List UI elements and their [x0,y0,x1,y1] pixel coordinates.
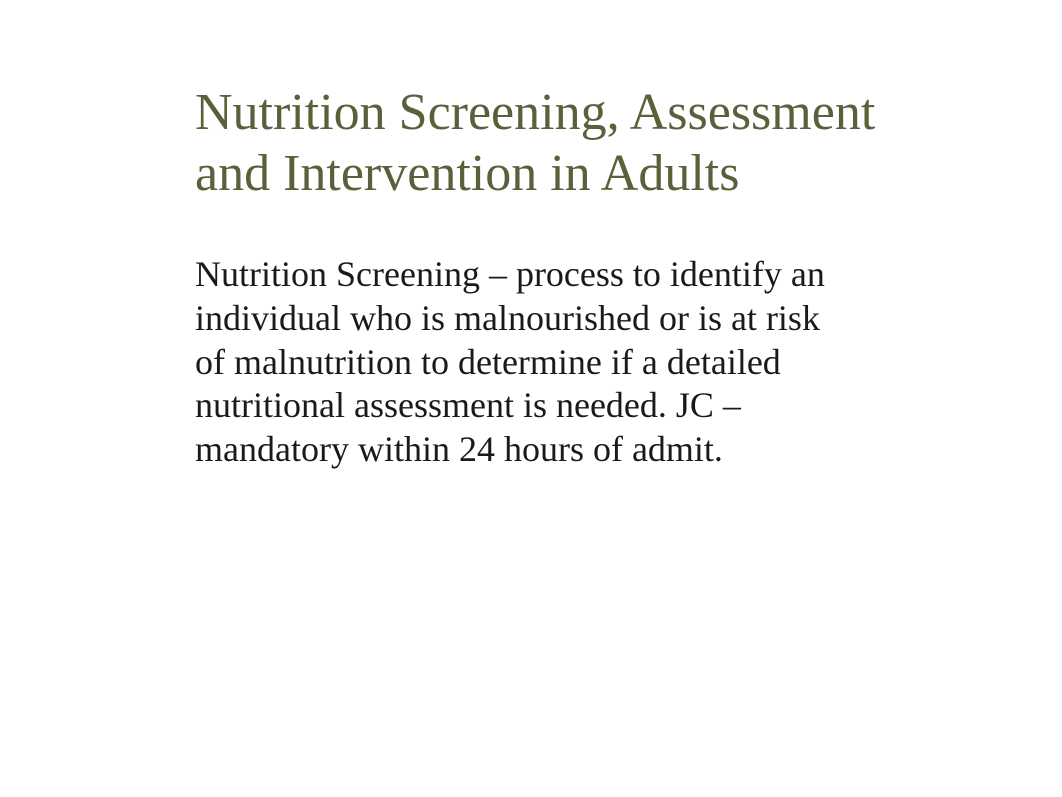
slide-container: Nutrition Screening, Assessment and Inte… [0,0,1062,472]
slide-title: Nutrition Screening, Assessment and Inte… [195,82,887,205]
slide-body: Nutrition Screening – process to identif… [195,253,887,473]
